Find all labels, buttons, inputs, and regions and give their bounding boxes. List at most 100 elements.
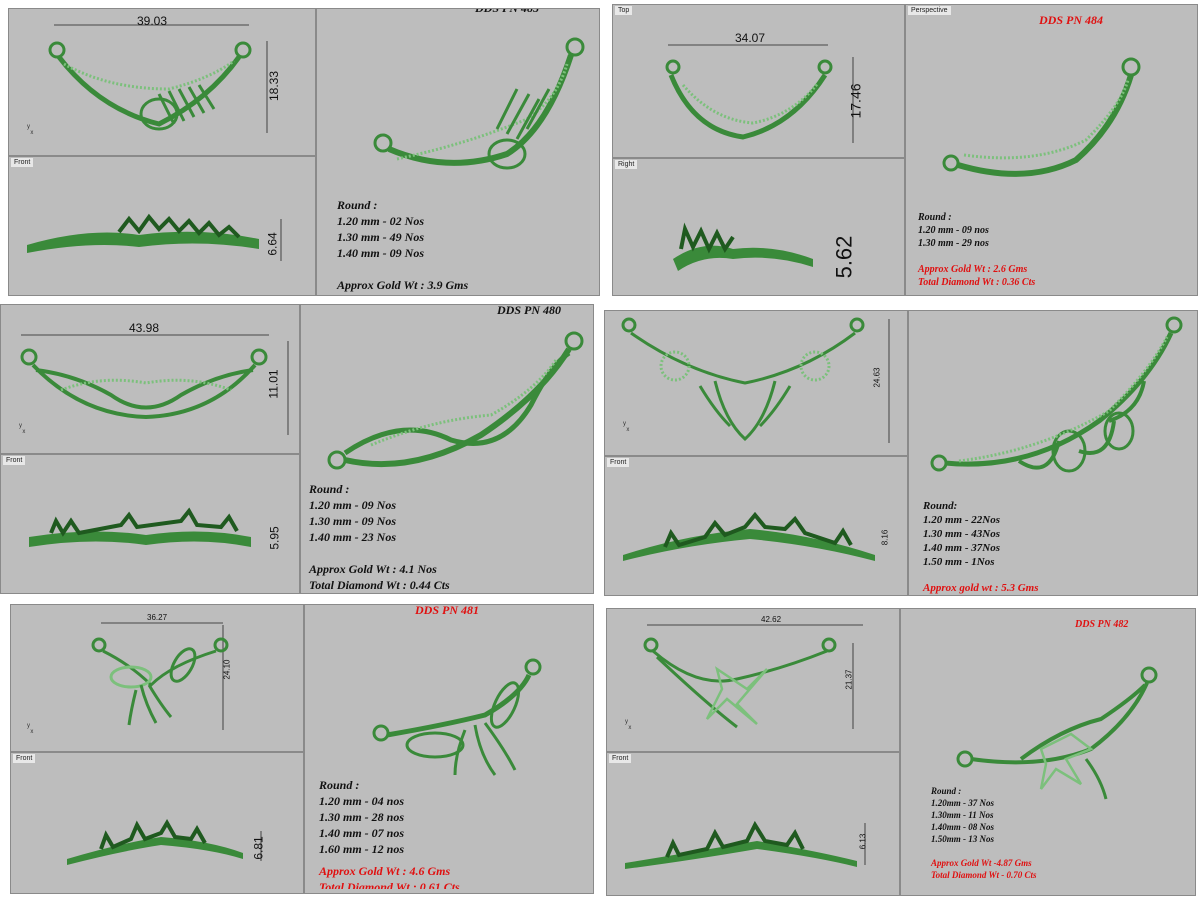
pendant-front-view [673, 222, 813, 271]
pendant-front-view [27, 213, 282, 261]
width-dimension: 34.07 [735, 31, 766, 45]
pendant-front-view [29, 507, 251, 547]
width-dimension: 39.03 [137, 14, 168, 28]
width-dimension: 43.98 [129, 321, 160, 335]
spec-line: 1.30 mm - 28 nos [319, 810, 405, 824]
spec-line: 1.20 mm - 02 Nos [337, 214, 424, 228]
front-viewport: Front 8.16 [604, 456, 908, 596]
round-label: Round: [923, 500, 958, 512]
design-sheet-484: Top 34.07 17.46 Right 5.62 Perspective D… [612, 4, 1198, 296]
design-sheet-483: 24.63 y x Front 8.16 Round: 1.20 mm - 22… [604, 310, 1198, 596]
front-viewport: Front 6.81 [10, 752, 304, 894]
top-viewport: 39.03 18.33 y x [8, 8, 316, 156]
viewport-title: Front [13, 754, 36, 763]
front-dimension: 8.16 [880, 529, 890, 546]
gold-weight: Approx Gold Wt -4.87 Gms [931, 858, 1032, 868]
top-viewport: 42.62 21.37 y x [606, 608, 900, 752]
top-viewport: 24.63 y x [604, 310, 908, 456]
height-dimension: 17.46 [847, 83, 864, 119]
perspective-viewport: DDS PN 481 Round : 1.20 mm - 04 nos 1.30… [304, 604, 594, 894]
diamond-weight: Total Diamond Wt : 0.44 Cts [309, 578, 450, 592]
perspective-viewport: DDS PN 480 Round : 1.20 mm - 09 Nos 1.30… [300, 304, 594, 594]
front-dimension: 6.81 [251, 836, 266, 860]
pendant-perspective-view [930, 316, 1183, 473]
pendant-top-view [621, 317, 890, 443]
width-dimension: 36.27 [147, 613, 168, 622]
axis-indicator: y x [625, 719, 632, 731]
axis-indicator: y x [27, 124, 34, 136]
part-number: DDS PN 485 [475, 8, 540, 15]
spec-line: 1.30 mm - 43Nos [923, 528, 1000, 540]
spec-line: 1.40 mm - 07 nos [319, 826, 405, 840]
viewport-title: Front [3, 456, 26, 465]
spec-line: 1.60 mm - 12 nos [319, 842, 405, 856]
viewport-title: Front [11, 158, 34, 167]
top-viewport: 36.27 24.10 y x [10, 604, 304, 752]
height-dimension: 18.33 [267, 70, 282, 102]
gold-weight: Approx Gold Wt : 2.6 Gms [918, 264, 1028, 275]
top-viewport: 43.98 11.01 y x [0, 304, 300, 454]
pendant-perspective-view [942, 57, 1141, 177]
pendant-perspective-view [327, 331, 584, 470]
gold-weight: Approx Gold Wt : 4.1 Nos [309, 562, 437, 576]
diamond-weight: Total Diamond Wt - 0.70 Cts [931, 870, 1037, 880]
diamond-weight: Total Diamond Wt : 0.61 Cts [319, 880, 460, 889]
axis-indicator: y x [27, 723, 34, 735]
round-label: Round : [337, 198, 378, 212]
axis-indicator: y x [19, 423, 26, 435]
round-label: Round : [319, 778, 360, 792]
pendant-front-view [67, 819, 262, 865]
round-label: Round : [309, 482, 350, 496]
pendant-perspective-view [956, 666, 1158, 800]
axis-indicator: y x [623, 421, 630, 433]
front-dimension: 6.64 [265, 232, 280, 256]
top-viewport: Top 34.07 17.46 [612, 4, 905, 158]
front-viewport: Right 5.62 [612, 158, 905, 296]
specifications: Round : 1.20 mm - 09 nos 1.30 mm - 29 no… [918, 211, 1035, 289]
front-viewport: Front 5.95 [0, 454, 300, 594]
front-viewport: Front 6.13 [606, 752, 900, 896]
spec-line: 1.20 mm - 09 Nos [309, 498, 396, 512]
pendant-top-view [20, 334, 289, 435]
pendant-top-view [643, 624, 863, 729]
part-number: DDS PN 482 [1075, 619, 1129, 630]
pendant-perspective-view [373, 37, 585, 170]
spec-line: 1.40mm - 08 Nos [931, 822, 994, 832]
height-dimension: 21.37 [844, 669, 854, 690]
spec-line: 1.20mm - 37 Nos [931, 798, 994, 808]
pendant-top-view [91, 622, 229, 730]
height-dimension: 11.01 [266, 369, 281, 399]
specifications: Round : 1.20mm - 37 Nos 1.30mm - 11 Nos … [931, 785, 1037, 881]
spec-line: 1.20 mm - 04 nos [319, 794, 405, 808]
spec-line: 1.50mm - 13 Nos [931, 834, 994, 844]
round-label: Round : [931, 786, 962, 796]
height-dimension: 24.63 [872, 367, 882, 388]
spec-line: 1.40 mm - 37Nos [923, 542, 1000, 554]
pendant-front-view [625, 820, 866, 869]
part-number: DDS PN 484 [1039, 13, 1104, 27]
spec-line: 1.30 mm - 29 nos [918, 238, 989, 249]
perspective-viewport: DDS PN 485 Round : 1.20 mm - 02 Nos 1.30… [316, 8, 600, 296]
perspective-viewport: Perspective DDS PN 484 Round : 1.20 mm -… [905, 4, 1198, 296]
spec-line: 1.20 mm - 09 nos [918, 225, 989, 236]
pendant-perspective-view [372, 658, 542, 776]
design-sheet-480: 43.98 11.01 y x Front 5.95 DDS PN 480 [0, 304, 594, 594]
specifications: Round : 1.20 mm - 02 Nos 1.30 mm - 49 No… [337, 197, 468, 293]
spec-line: 1.30 mm - 49 Nos [337, 230, 424, 244]
viewport-title: Perspective [908, 6, 951, 15]
spec-line: 1.30 mm - 09 Nos [309, 514, 396, 528]
design-sheet-481: 36.27 24.10 y x Front 6.81 DDS PN 481 [10, 604, 594, 894]
front-dimension: 5.95 [267, 526, 282, 550]
design-sheet-485: 39.03 18.33 y x Front 6.64 DDS PN 485 [8, 8, 600, 296]
perspective-viewport: Round: 1.20 mm - 22Nos 1.30 mm - 43Nos 1… [908, 310, 1198, 596]
part-number: DDS PN 481 [415, 604, 480, 617]
spec-line: 1.40 mm - 09 Nos [337, 246, 424, 260]
gold-weight: Approx gold wt : 5.3 Gms [923, 582, 1039, 594]
front-dimension: 5.62 [831, 235, 857, 279]
width-dimension: 42.62 [761, 615, 782, 624]
spec-line: 1.40 mm - 23 Nos [309, 530, 396, 544]
perspective-viewport: DDS PN 482 Round : 1.20mm - 37 Nos 1.30m… [900, 608, 1196, 896]
pendant-top-view [665, 44, 854, 143]
front-dimension: 6.13 [858, 833, 868, 850]
pendant-top-view [48, 24, 268, 133]
